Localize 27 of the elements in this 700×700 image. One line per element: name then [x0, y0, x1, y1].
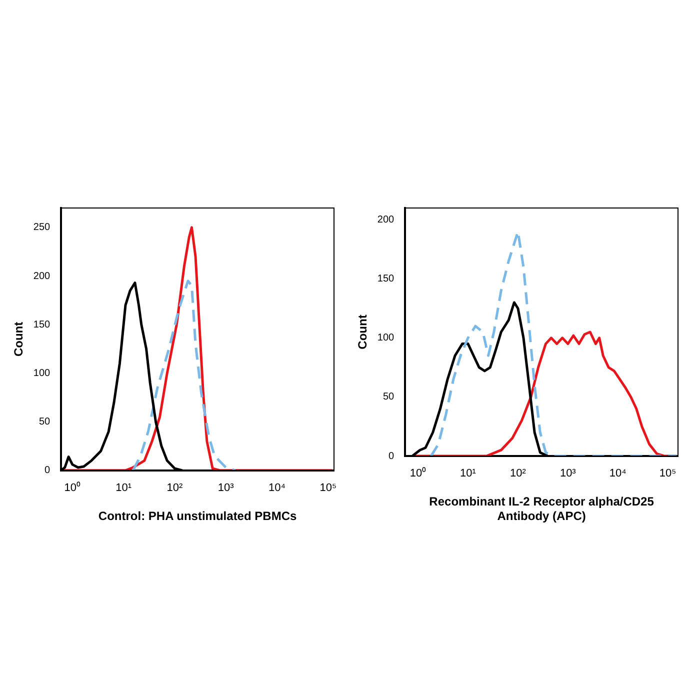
y-tick-label: 0 [388, 450, 395, 462]
y-tick-label: 100 [33, 368, 51, 379]
x-axis-title: Recombinant IL-2 Receptor alpha/CD25 Antibody (APC) [429, 494, 654, 524]
x-tick-label: 10³ [560, 468, 576, 480]
x-tick-label: 10⁵ [320, 482, 337, 494]
x-tick-label: 10⁰ [410, 466, 426, 480]
x-tick-label: 10³ [218, 482, 234, 494]
x-tick-label: 10² [510, 468, 526, 480]
x-tick-label: 10¹ [460, 468, 476, 480]
x-tick-label: 10⁵ [659, 468, 676, 480]
x-tick-label: 10¹ [116, 482, 132, 494]
y-tick-label: 100 [377, 332, 395, 344]
y-tick-label: 200 [33, 270, 51, 282]
x-tick-label: 10⁴ [609, 468, 627, 480]
y-axis-title: Count [356, 314, 370, 350]
x-tick-label: 10⁴ [268, 482, 286, 494]
y-axis-title: Count [12, 322, 26, 357]
y-tick-label: 0 [44, 465, 51, 476]
y-tick-label: 200 [377, 214, 395, 226]
x-tick-label: 10² [166, 482, 184, 494]
y-tick-label: 150 [33, 319, 51, 330]
y-tick-label: 150 [377, 274, 395, 285]
y-tick-label: 50 [38, 416, 51, 428]
y-tick-label: 250 [33, 222, 51, 234]
x-tick-label: 10⁰ [64, 481, 81, 494]
x-axis-title: Control: PHA unstimulated PBMCs [98, 509, 297, 524]
y-tick-label: 50 [382, 392, 395, 403]
